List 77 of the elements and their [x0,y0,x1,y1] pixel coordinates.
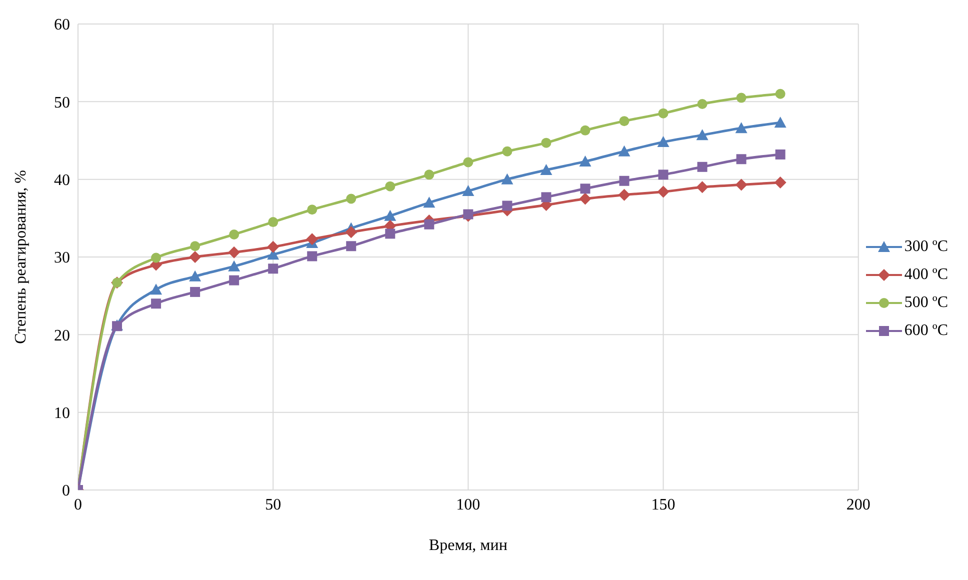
point [228,260,240,272]
point [502,200,512,211]
y-tick-label: 50 [54,94,70,112]
point [775,149,786,160]
point [307,251,318,262]
point [424,170,434,180]
x-tick-label: 100 [456,496,480,514]
y-tick-label: 60 [54,16,70,34]
point [541,192,552,202]
point [736,92,746,103]
point [697,98,708,109]
point [385,181,396,192]
point [463,209,474,220]
x-tick-label: 200 [846,496,870,514]
point [618,145,630,156]
point [618,188,630,201]
point [229,229,240,240]
point [228,246,240,258]
point [696,129,708,140]
y-tick-label: 40 [54,172,70,190]
point [619,116,630,126]
point [268,217,278,228]
point [579,155,592,166]
point [657,136,670,148]
y-tick-label: 0 [62,482,70,500]
point [502,146,512,156]
point [150,284,162,295]
point [346,194,356,204]
point [736,154,746,164]
point [462,184,474,196]
x-tick-label: 0 [74,496,82,514]
legend-label: 300 ºC [904,238,948,256]
point [424,219,434,230]
point [190,241,200,252]
point [657,186,670,198]
point [267,240,280,253]
point [268,264,278,274]
point [501,173,514,184]
point [189,270,202,282]
point [385,228,396,239]
point [697,162,708,172]
point [696,181,708,194]
point [774,116,786,128]
point [307,204,318,215]
point [190,286,200,297]
point [540,164,552,176]
y-tick-label: 10 [54,405,70,422]
x-axis-title: Время, мин [428,537,508,554]
legend-label: 500 ºC [904,294,948,312]
point [463,157,474,168]
point [580,125,590,136]
point [346,241,356,252]
point [541,138,552,148]
y-tick-label: 30 [54,250,70,267]
point [151,252,162,263]
y-axis-title: Степень реагирования, % [12,170,30,344]
point [423,196,436,208]
point [658,108,668,118]
y-tick-label: 20 [54,327,70,344]
point [384,210,396,221]
point [345,226,358,238]
point [658,170,668,180]
point [735,122,748,134]
point [189,251,202,263]
point [229,275,240,286]
legend-label: 600 ºC [904,322,948,340]
point [579,192,592,205]
point [151,298,162,309]
x-tick-label: 150 [651,496,676,514]
point [619,176,630,186]
point [774,176,786,188]
point [775,88,786,99]
point [306,233,318,246]
legend-label: 400 ºC [904,266,948,284]
point [735,178,748,191]
point [580,184,590,194]
x-tick-label: 50 [265,496,282,514]
